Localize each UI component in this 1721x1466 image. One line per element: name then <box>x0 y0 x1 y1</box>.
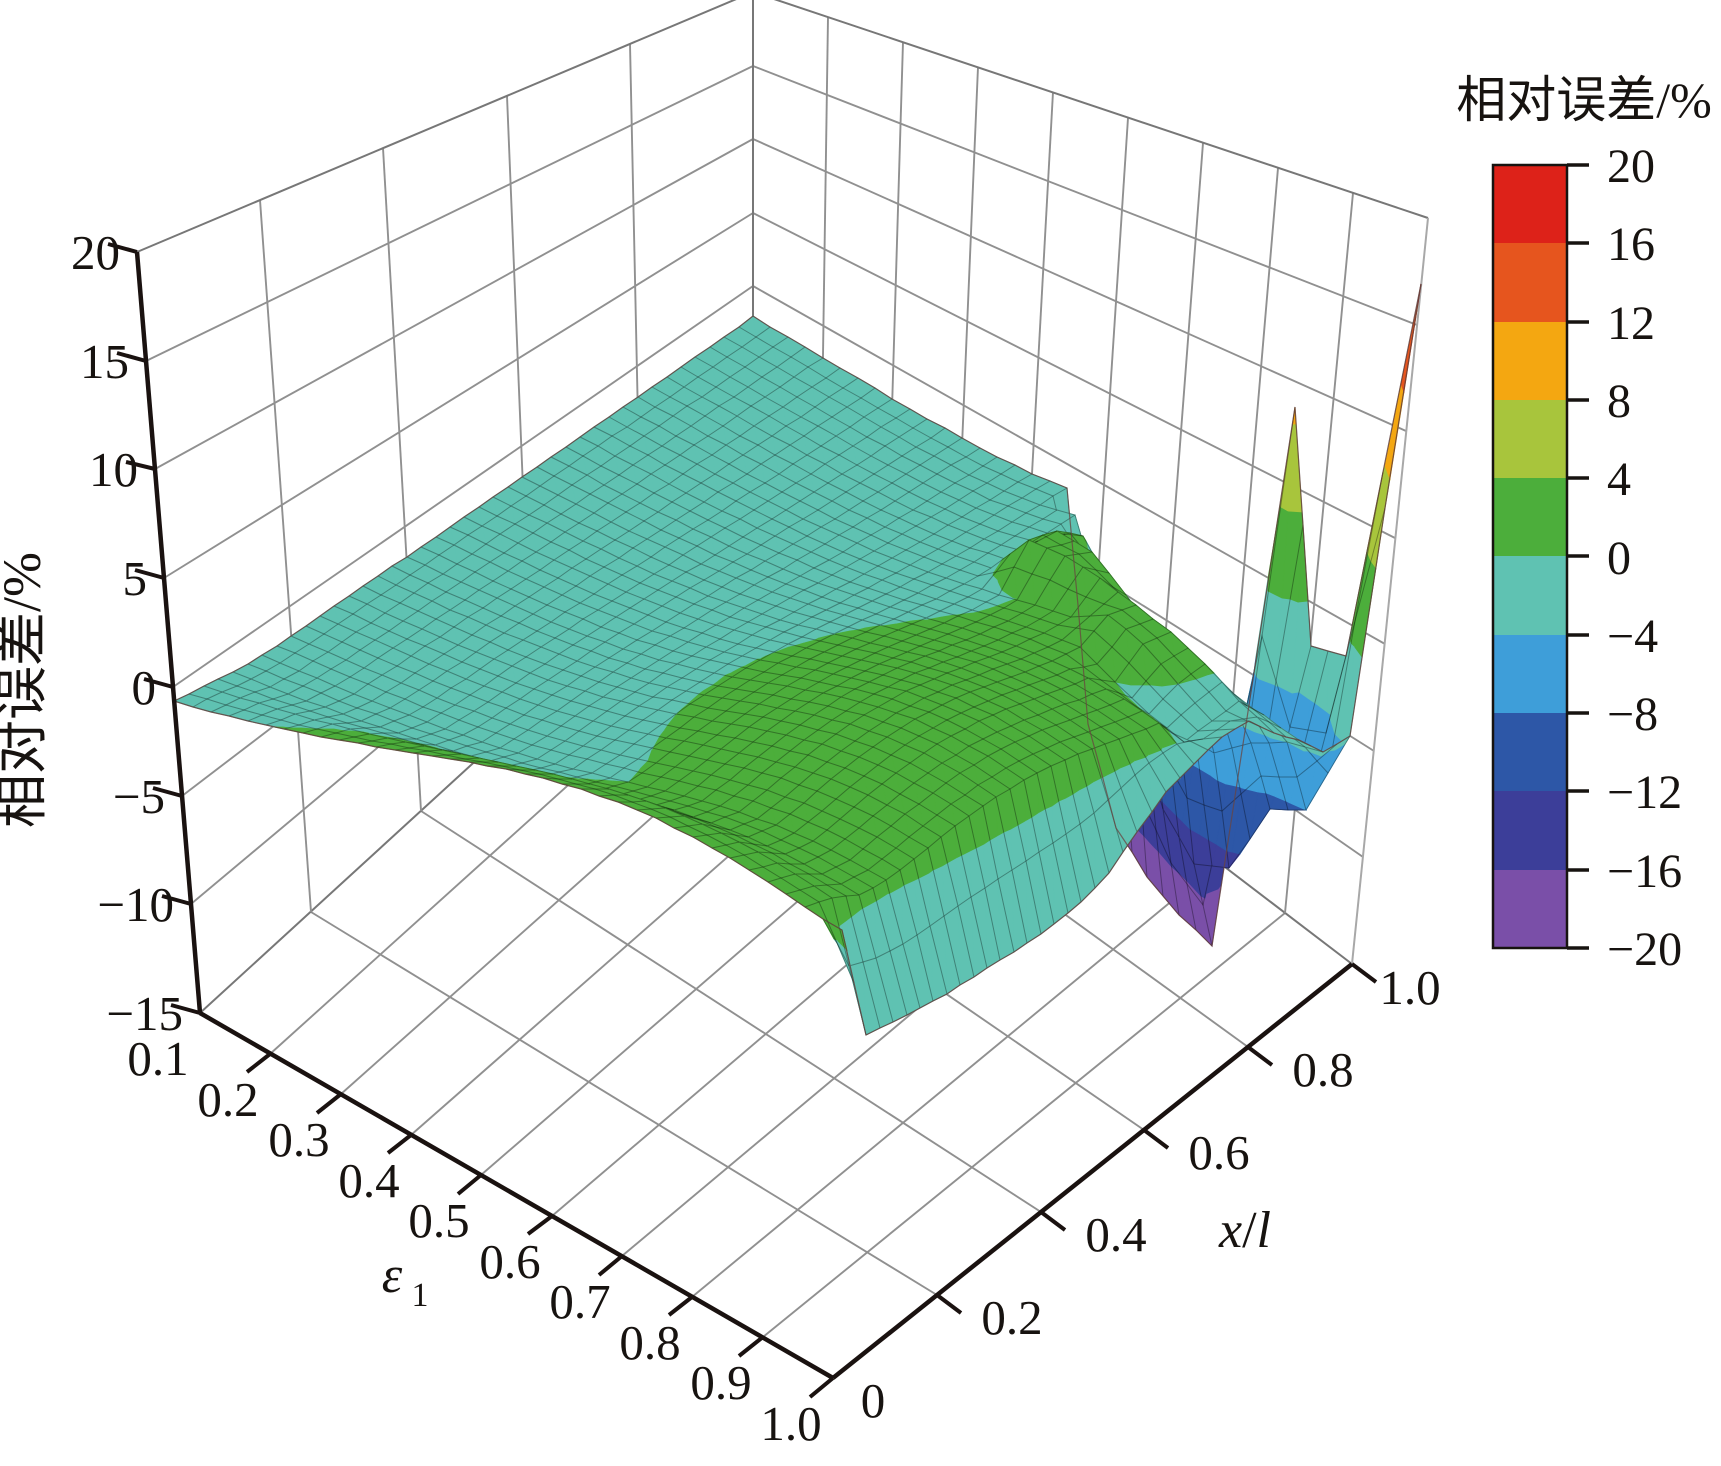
svg-text:0.6: 0.6 <box>1188 1125 1249 1180</box>
svg-text:20: 20 <box>71 225 120 280</box>
svg-text:4: 4 <box>1607 453 1631 506</box>
svg-text:0.3: 0.3 <box>268 1112 329 1167</box>
svg-text:0.8: 0.8 <box>1292 1042 1353 1097</box>
svg-text:−5: −5 <box>113 769 165 824</box>
svg-text:0.2: 0.2 <box>197 1072 258 1127</box>
svg-text:0.4: 0.4 <box>1085 1207 1146 1262</box>
svg-text:x/l: x/l <box>1218 1202 1271 1259</box>
svg-text:15: 15 <box>80 334 129 389</box>
svg-text:−16: −16 <box>1607 845 1682 898</box>
svg-text:0.4: 0.4 <box>338 1153 399 1208</box>
svg-text:−4: −4 <box>1607 610 1658 663</box>
svg-text:0: 0 <box>861 1373 886 1428</box>
svg-text:5: 5 <box>123 551 148 606</box>
svg-text:0.2: 0.2 <box>981 1290 1042 1345</box>
svg-text:0.7: 0.7 <box>549 1274 610 1329</box>
svg-text:0.9: 0.9 <box>690 1355 751 1410</box>
svg-text:12: 12 <box>1607 297 1655 350</box>
svg-text:1.0: 1.0 <box>1379 960 1440 1015</box>
svg-text:0.1: 0.1 <box>127 1031 188 1086</box>
svg-text:0: 0 <box>132 660 157 715</box>
svg-text:0.6: 0.6 <box>479 1234 540 1289</box>
svg-text:ε: ε <box>382 1247 403 1304</box>
svg-text:8: 8 <box>1607 375 1631 428</box>
svg-text:−20: −20 <box>1607 923 1682 976</box>
svg-text:10: 10 <box>89 442 138 497</box>
svg-text:0.5: 0.5 <box>408 1193 469 1248</box>
svg-text:1.0: 1.0 <box>760 1396 821 1451</box>
svg-text:−8: −8 <box>1607 688 1658 741</box>
svg-text:20: 20 <box>1607 140 1655 193</box>
svg-text:相对误差/%: 相对误差/% <box>0 552 52 828</box>
svg-text:0.8: 0.8 <box>619 1315 680 1370</box>
svg-text:相对误差/%: 相对误差/% <box>1456 72 1712 128</box>
svg-text:0: 0 <box>1607 532 1631 585</box>
svg-text:16: 16 <box>1607 218 1655 271</box>
svg-text:1: 1 <box>411 1277 428 1314</box>
svg-text:−10: −10 <box>97 877 174 932</box>
svg-text:−12: −12 <box>1607 766 1682 819</box>
